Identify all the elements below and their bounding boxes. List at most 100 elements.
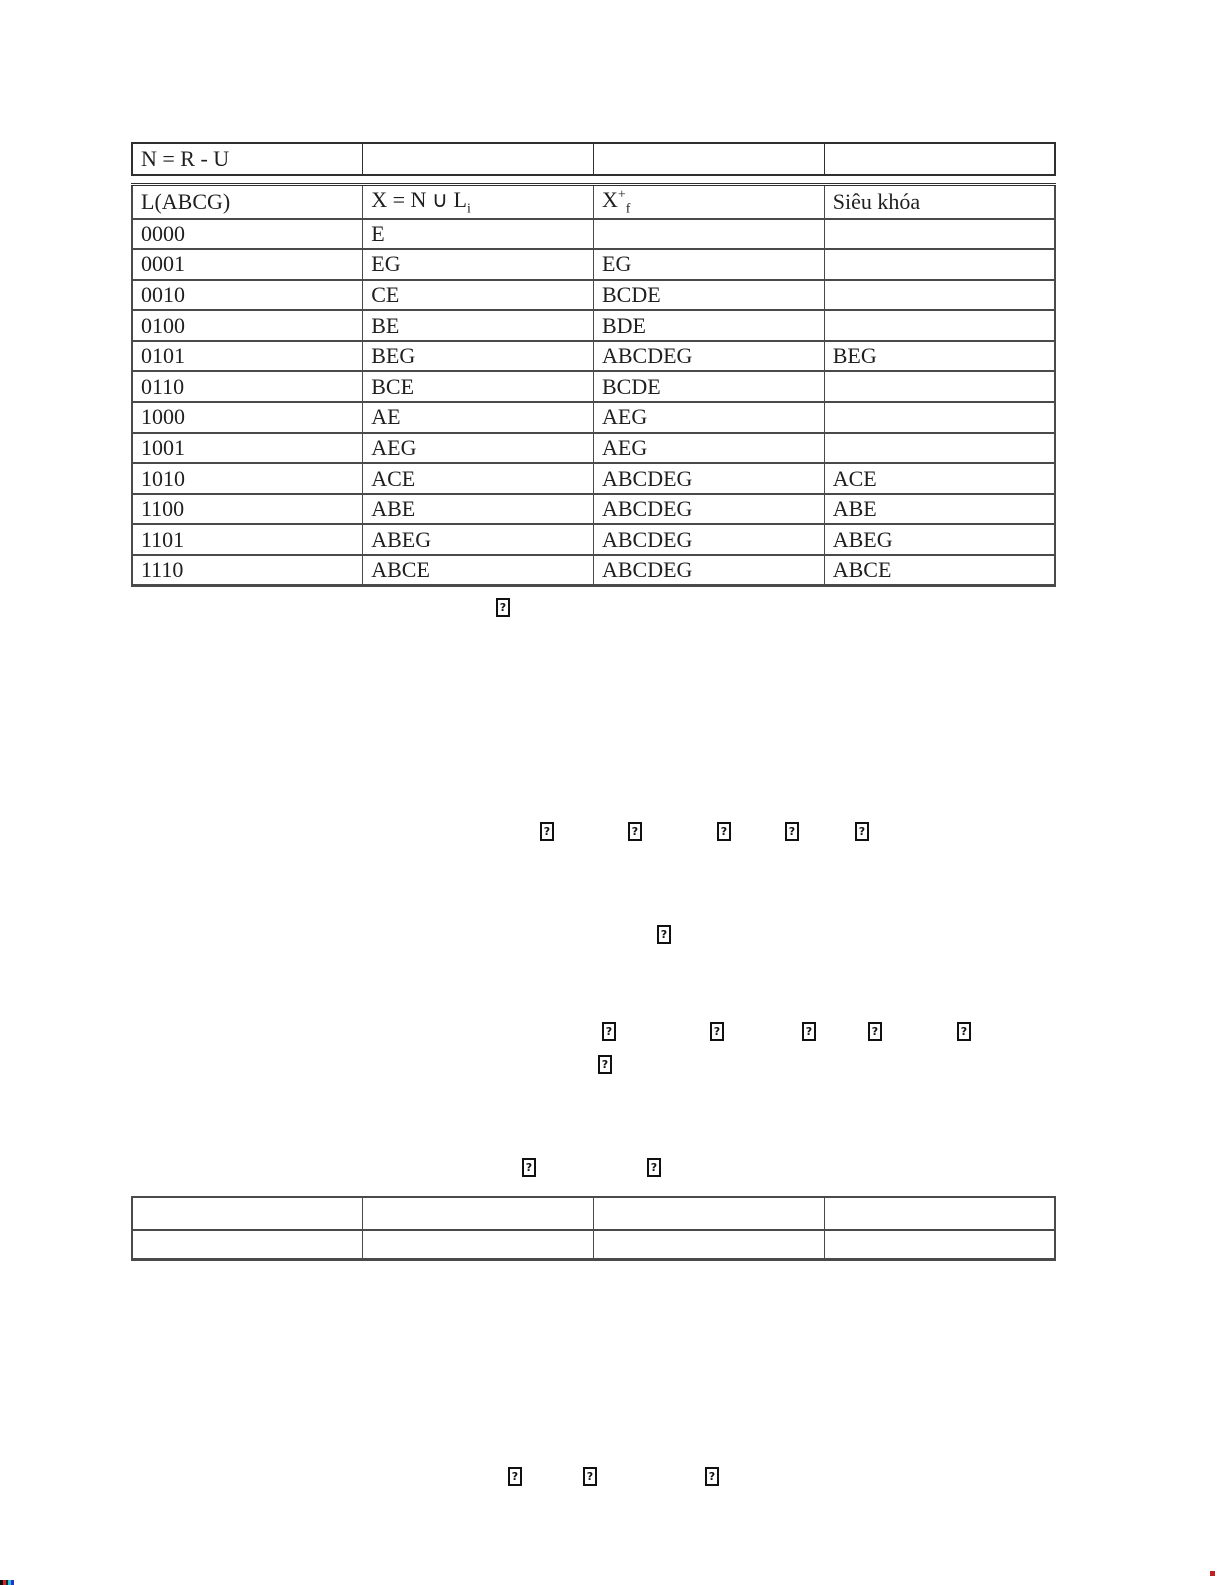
table-cell: ACE bbox=[823, 462, 1056, 495]
table-row: 1101 ABEG ABCDEG ABEG bbox=[131, 523, 1056, 557]
table-cell bbox=[593, 217, 825, 251]
empty-table bbox=[131, 1196, 1056, 1261]
table-cell bbox=[823, 401, 1056, 434]
table-cell bbox=[593, 142, 825, 176]
table-cell: EG bbox=[593, 248, 825, 281]
table-row: 1000 AE AEG bbox=[131, 401, 1056, 434]
missing-glyph-box: ? bbox=[785, 822, 799, 841]
header-cell: X+f bbox=[593, 183, 825, 220]
table-cell: ABCDEG bbox=[593, 523, 825, 557]
table-cell: 0000 bbox=[131, 217, 364, 251]
table-cell: ABCDEG bbox=[593, 339, 825, 373]
table-cell: 0100 bbox=[131, 309, 364, 342]
missing-glyph-box: ? bbox=[647, 1158, 661, 1177]
table-cell: ABCDEG bbox=[593, 492, 825, 526]
missing-glyph-box: ? bbox=[717, 822, 731, 841]
table-cell: 0110 bbox=[131, 370, 364, 404]
table-row: 0110 BCE BCDE bbox=[131, 370, 1056, 404]
table-row: 0000 E bbox=[131, 217, 1056, 251]
table-cell: 1000 bbox=[131, 401, 364, 434]
missing-glyph-box: ? bbox=[583, 1467, 597, 1486]
table-row: 0101 BEG ABCDEG BEG bbox=[131, 339, 1056, 373]
table-cell: 0101 bbox=[131, 339, 364, 373]
table-row: 0001 EG EG bbox=[131, 248, 1056, 281]
table-cell: ABE bbox=[362, 492, 594, 526]
table-row: 1010 ACE ABCDEG ACE bbox=[131, 462, 1056, 495]
table-cell: ABCDEG bbox=[593, 554, 825, 588]
table-cell: N = R - U bbox=[131, 142, 364, 176]
table-cell: 1010 bbox=[131, 462, 364, 495]
empty-cell bbox=[131, 1229, 364, 1261]
table-cell: BCDE bbox=[593, 278, 825, 312]
missing-glyph-box: ? bbox=[628, 822, 642, 841]
table-row bbox=[131, 1196, 1056, 1231]
table-cell bbox=[823, 431, 1056, 465]
missing-glyph-box: ? bbox=[710, 1022, 724, 1041]
table-row bbox=[131, 1229, 1056, 1261]
table-cell: BCDE bbox=[593, 370, 825, 404]
table-cell: 1001 bbox=[131, 431, 364, 465]
superkey-table: L(ABCG) X = N ∪ Li X+f Siêu khóa 0000 E … bbox=[131, 183, 1056, 588]
table-cell bbox=[823, 370, 1056, 404]
scan-artifact-dot bbox=[1210, 1571, 1215, 1576]
table-cell: EG bbox=[362, 248, 594, 281]
missing-glyph-box: ? bbox=[602, 1022, 616, 1041]
table-cell: AEG bbox=[362, 431, 594, 465]
table-row: 0100 BE BDE bbox=[131, 309, 1056, 342]
table-cell: ABCDEG bbox=[593, 462, 825, 495]
table-cell bbox=[362, 142, 594, 176]
table-cell: ABEG bbox=[362, 523, 594, 557]
table-cell: ABCE bbox=[362, 554, 594, 588]
missing-glyph-box: ? bbox=[522, 1158, 536, 1177]
header-text: L(ABCG) bbox=[141, 188, 231, 214]
header-cell: X = N ∪ Li bbox=[362, 183, 594, 220]
header-text: X = N ∪ L bbox=[371, 186, 467, 212]
table-cell: ABEG bbox=[823, 523, 1056, 557]
scan-artifact-strip bbox=[0, 1580, 14, 1585]
header-superscript: + bbox=[617, 187, 626, 203]
table-cell: 1101 bbox=[131, 523, 364, 557]
table-row: 1110 ABCE ABCDEG ABCE bbox=[131, 554, 1056, 588]
table-row: 1100 ABE ABCDEG ABE bbox=[131, 492, 1056, 526]
header-text: X bbox=[602, 186, 618, 212]
empty-cell bbox=[362, 1196, 594, 1231]
formula-table: N = R - U bbox=[131, 142, 1056, 176]
table-row: 1001 AEG AEG bbox=[131, 431, 1056, 465]
table-cell: AE bbox=[362, 401, 594, 434]
table-cell: 1100 bbox=[131, 492, 364, 526]
header-cell: L(ABCG) bbox=[131, 183, 364, 220]
table-row: N = R - U bbox=[131, 142, 1056, 176]
empty-cell bbox=[593, 1196, 825, 1231]
missing-glyph-box: ? bbox=[868, 1022, 882, 1041]
table-cell: ABCE bbox=[823, 554, 1056, 588]
empty-cell bbox=[131, 1196, 364, 1231]
table-cell: BE bbox=[362, 309, 594, 342]
missing-glyph-box: ? bbox=[496, 598, 510, 617]
header-row: L(ABCG) X = N ∪ Li X+f Siêu khóa bbox=[131, 183, 1056, 220]
table-cell: 1110 bbox=[131, 554, 364, 588]
table-cell: 0010 bbox=[131, 278, 364, 312]
table-cell: BEG bbox=[362, 339, 594, 373]
table-cell: CE bbox=[362, 278, 594, 312]
header-cell: Siêu khóa bbox=[823, 183, 1056, 220]
header-subscript: f bbox=[625, 200, 631, 216]
table-cell: BCE bbox=[362, 370, 594, 404]
table-cell bbox=[823, 217, 1056, 251]
empty-cell bbox=[823, 1196, 1056, 1231]
table-cell: 0001 bbox=[131, 248, 364, 281]
header-subscript: i bbox=[466, 200, 471, 216]
table-cell: BEG bbox=[823, 339, 1056, 373]
missing-glyph-box: ? bbox=[957, 1022, 971, 1041]
table-cell: AEG bbox=[593, 401, 825, 434]
table-cell: AEG bbox=[593, 431, 825, 465]
table-cell bbox=[823, 278, 1056, 312]
missing-glyph-box: ? bbox=[802, 1022, 816, 1041]
missing-glyph-box: ? bbox=[657, 925, 671, 944]
empty-cell bbox=[593, 1229, 825, 1261]
missing-glyph-box: ? bbox=[598, 1055, 612, 1074]
table-cell bbox=[823, 309, 1056, 342]
empty-cell bbox=[823, 1229, 1056, 1261]
missing-glyph-box: ? bbox=[540, 822, 554, 841]
table-cell: ABE bbox=[823, 492, 1056, 526]
